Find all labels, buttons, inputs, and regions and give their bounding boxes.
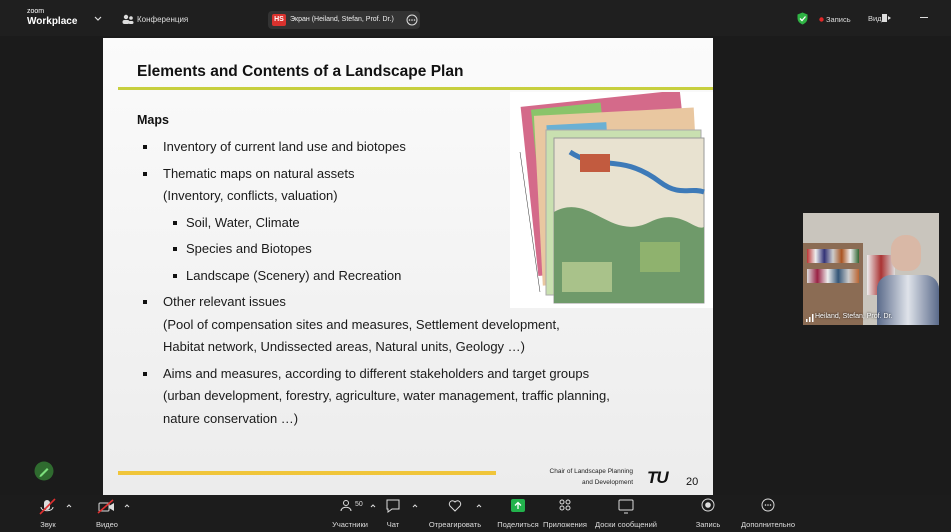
- participant-video[interactable]: Heiland, Stefan, Prof. Dr.: [803, 213, 939, 325]
- bullet-text: (Inventory, conflicts, valuation): [163, 188, 338, 204]
- bullet: [143, 372, 147, 376]
- chat-icon[interactable]: [387, 500, 399, 512]
- bullet-text: (Pool of compensation sites and measures…: [163, 317, 560, 333]
- books-row-2: [807, 269, 859, 283]
- bullet-text: Other relevant issues: [163, 294, 286, 310]
- participants-icon[interactable]: [341, 501, 351, 512]
- more-icon[interactable]: [762, 499, 774, 511]
- toolbar-button-label[interactable]: Видео: [96, 520, 118, 529]
- toolbar-icons: [0, 495, 951, 519]
- view-label[interactable]: Вид: [868, 14, 882, 23]
- title-rule: [118, 87, 713, 90]
- zoom-window: zoom Workplace Конференция HS Экран (Hei…: [0, 0, 951, 532]
- participants-count: 50: [355, 501, 363, 508]
- bullet-text: Thematic maps on natural assets: [163, 166, 354, 182]
- bullet: [173, 247, 177, 251]
- react-icon[interactable]: [449, 501, 460, 511]
- toolbar-button-label[interactable]: Доски сообщений: [595, 520, 657, 529]
- video-icon[interactable]: [98, 500, 114, 513]
- bullet: [173, 221, 177, 225]
- share-badge: HS: [272, 14, 286, 26]
- view-icon[interactable]: [882, 14, 891, 22]
- books-row-1: [807, 249, 859, 263]
- whiteboard-icon[interactable]: [619, 500, 633, 513]
- slide-title: Elements and Contents of a Landscape Pla…: [137, 63, 463, 81]
- toolbar-button-label[interactable]: Участники: [332, 520, 368, 529]
- bullet: [173, 274, 177, 278]
- toolbar-button-label[interactable]: Приложения: [543, 520, 587, 529]
- toolbar-button-label[interactable]: Чат: [387, 520, 399, 529]
- toolbar-chevrons[interactable]: [67, 505, 481, 507]
- page-number: 20: [686, 476, 698, 488]
- apps-icon[interactable]: [560, 500, 570, 510]
- bullet-text: Aims and measures, according to differen…: [163, 366, 589, 382]
- footer-rule: [118, 471, 496, 475]
- section-heading: Maps: [137, 113, 169, 127]
- footer-chair-2: and Development: [533, 479, 633, 486]
- bullet: [143, 145, 147, 149]
- annotate-button[interactable]: [34, 461, 54, 481]
- university-logo: TU: [647, 468, 668, 488]
- meeting-icon: [122, 14, 134, 25]
- minimize[interactable]: [920, 16, 929, 19]
- meeting-toolbar: 50 Звук Видео Участники Чат Отреагировать Под…: [0, 495, 951, 532]
- bullet: [143, 172, 147, 176]
- bullet-text: nature conservation …): [163, 411, 298, 427]
- toolbar-button-label[interactable]: Дополнительно: [741, 520, 795, 529]
- participant-face: [891, 235, 921, 271]
- meeting-title[interactable]: Конференция: [137, 15, 188, 24]
- top-bar: zoom Workplace Конференция HS Экран (Hei…: [0, 0, 951, 36]
- recording-dot: [819, 17, 824, 22]
- bullet-text: Soil, Water, Climate: [186, 215, 300, 231]
- share-indicator[interactable]: HS Экран (Heiland, Stefan, Prof. Dr.): [268, 11, 420, 29]
- bullet-text: (urban development, forestry, agricultur…: [163, 388, 610, 404]
- footer-chair-1: Chair of Landscape Planning: [533, 468, 633, 475]
- map-stack-image: [510, 92, 713, 308]
- bullet-text: Habitat network, Undissected areas, Natu…: [163, 339, 525, 355]
- toolbar-button-label[interactable]: Поделиться: [497, 520, 538, 529]
- toolbar-button-label[interactable]: Запись: [696, 520, 721, 529]
- brand-small: zoom: [27, 8, 44, 15]
- record-icon[interactable]: [702, 499, 714, 511]
- brand: Workplace: [27, 16, 77, 27]
- brand-chevron[interactable]: [94, 16, 102, 22]
- participant-name: Heiland, Stefan, Prof. Dr.: [815, 313, 892, 320]
- share-menu[interactable]: [406, 14, 418, 26]
- toolbar-button-label[interactable]: Звук: [40, 520, 55, 529]
- share-icon[interactable]: [511, 499, 525, 512]
- bullet-text: Inventory of current land use and biotop…: [163, 139, 406, 155]
- shared-slide: Elements and Contents of a Landscape Pla…: [103, 38, 713, 495]
- bullet: [143, 300, 147, 304]
- bullet-text: Species and Biotopes: [186, 241, 312, 257]
- audio-level: [806, 314, 814, 322]
- bullet-text: Landscape (Scenery) and Recreation: [186, 268, 401, 284]
- share-label: Экран (Heiland, Stefan, Prof. Dr.): [290, 16, 394, 23]
- recording-label[interactable]: Запись: [826, 15, 851, 24]
- security-shield[interactable]: [797, 12, 808, 25]
- toolbar-button-label[interactable]: Отреагировать: [429, 520, 481, 529]
- audio-icon[interactable]: [40, 499, 55, 514]
